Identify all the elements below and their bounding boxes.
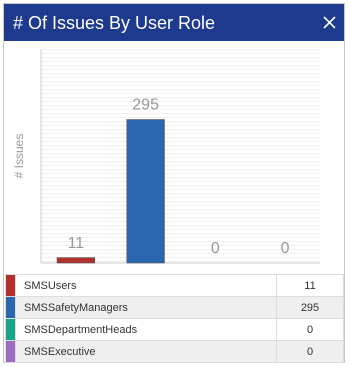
legend-row: SMSDepartmentHeads 0 — [5, 318, 344, 341]
legend-value: 295 — [276, 296, 344, 319]
legend-row: SMSSafetyManagers 295 — [5, 296, 344, 319]
legend-name: SMSUsers — [15, 274, 277, 297]
widget: # Of Issues By User Role # Issues 11 295 0… — [3, 3, 345, 363]
widget-title: # Of Issues By User Role — [13, 13, 216, 33]
header: # Of Issues By User Role — [4, 4, 344, 41]
legend-value: 11 — [276, 274, 344, 297]
value-label: 295 — [132, 97, 159, 114]
plot-area — [41, 49, 320, 263]
value-label: 0 — [281, 240, 290, 257]
legend-swatch — [5, 318, 16, 341]
value-label: 0 — [211, 240, 220, 257]
value-label: 11 — [68, 235, 85, 252]
legend-name: SMSSafetyManagers — [15, 296, 277, 319]
bar — [126, 119, 165, 264]
legend-swatch — [5, 274, 16, 297]
legend-row: SMSExecutive 0 — [5, 340, 344, 363]
legend-value: 0 — [276, 340, 344, 363]
bar — [56, 257, 96, 264]
legend-name: SMSExecutive — [15, 340, 277, 363]
legend-name: SMSDepartmentHeads — [15, 318, 277, 341]
legend-table: SMSUsers 11 SMSSafetyManagers 295 SMSDepartm… — [5, 274, 344, 363]
legend-swatch — [5, 296, 16, 319]
close-button[interactable] — [323, 16, 336, 29]
y-axis-label: # Issues — [12, 134, 26, 179]
legend-row: SMSUsers 11 — [5, 274, 344, 297]
chart: # Issues 11 295 0 0 — [12, 49, 320, 264]
legend-swatch — [5, 340, 16, 363]
legend-value: 0 — [276, 318, 344, 341]
